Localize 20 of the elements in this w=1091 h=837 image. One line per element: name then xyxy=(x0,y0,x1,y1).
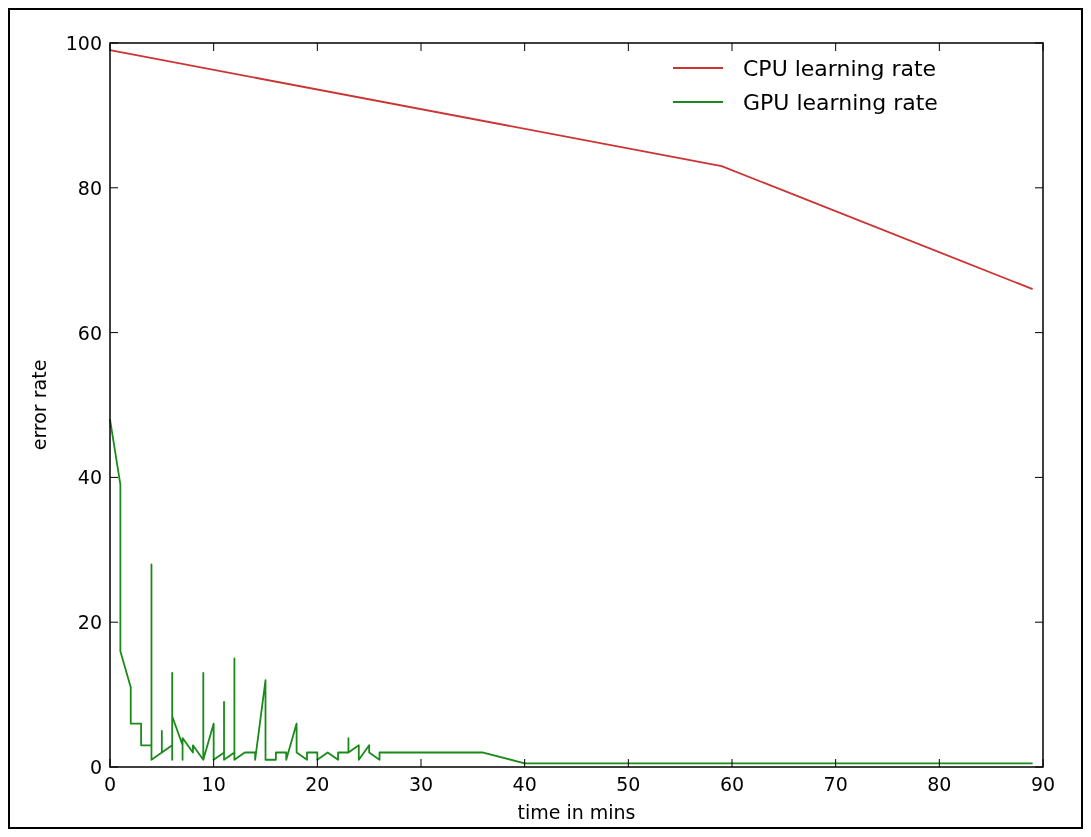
x-axis-title: time in mins xyxy=(517,801,636,823)
x-tick-label: 10 xyxy=(201,773,226,795)
x-tick-label: 40 xyxy=(512,773,537,795)
y-axis-title: error rate xyxy=(28,359,50,451)
x-tick-label: 60 xyxy=(719,773,745,795)
x-tick-label: 70 xyxy=(823,773,848,795)
legend-label: GPU learning rate xyxy=(743,90,938,115)
y-tick-label: 100 xyxy=(65,32,102,54)
x-tick-label: 90 xyxy=(1030,773,1056,795)
y-tick-label: 40 xyxy=(77,466,102,489)
x-tick-label: 30 xyxy=(408,773,434,795)
x-tick-label: 50 xyxy=(616,773,641,795)
y-tick-label: 0 xyxy=(89,756,102,778)
x-tick-label: 20 xyxy=(305,773,330,795)
x-tick-label: 0 xyxy=(103,773,117,795)
legend-label: CPU learning rate xyxy=(743,56,937,81)
y-tick-label: 80 xyxy=(77,176,102,199)
x-tick-label: 80 xyxy=(927,773,952,795)
y-tick-label: 60 xyxy=(77,321,102,344)
y-tick-label: 20 xyxy=(77,611,102,634)
